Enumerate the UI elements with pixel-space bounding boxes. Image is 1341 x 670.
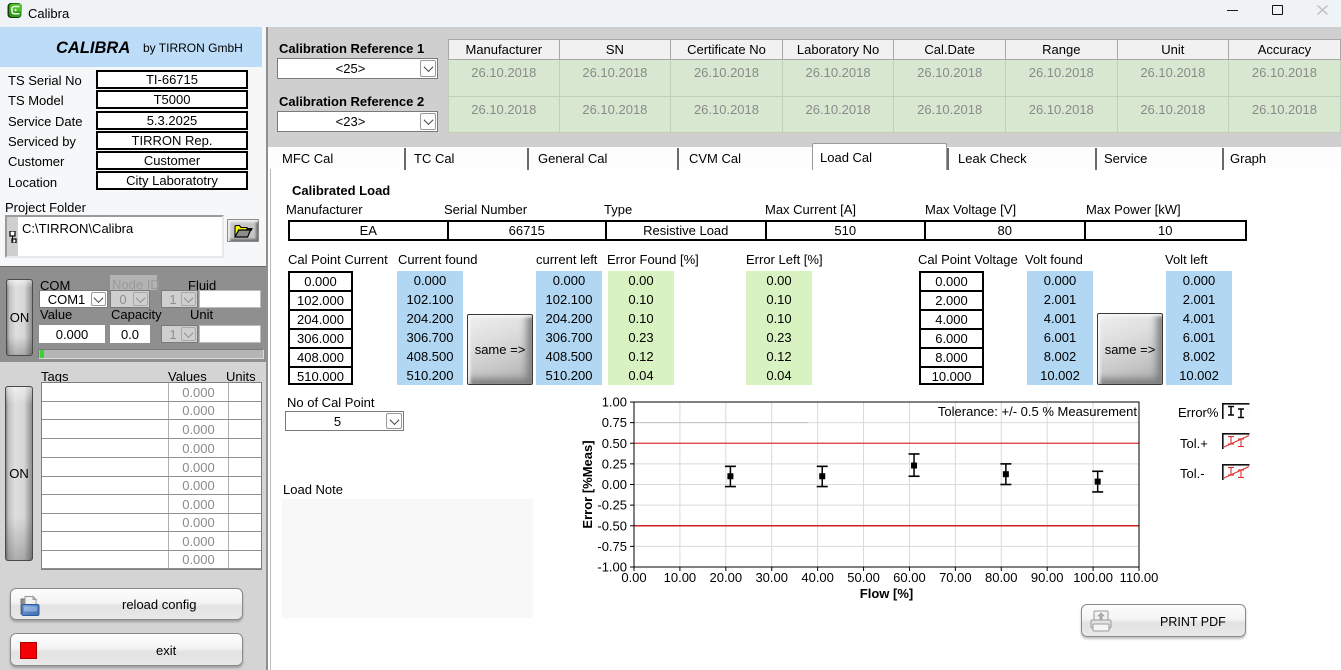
svg-text:0.00: 0.00 [602, 477, 627, 492]
svg-text:40.00: 40.00 [801, 570, 834, 585]
svg-text:Tolerance: +/- 0.5 % Measureme: Tolerance: +/- 0.5 % Measurement [938, 404, 1137, 419]
svg-text:20.00: 20.00 [710, 570, 743, 585]
svg-text:Error [%Meas]: Error [%Meas] [580, 440, 595, 528]
svg-text:-0.25: -0.25 [597, 498, 627, 513]
svg-text:-1.00: -1.00 [597, 560, 627, 575]
svg-text:-0.75: -0.75 [597, 539, 627, 554]
svg-text:110.00: 110.00 [1120, 570, 1159, 585]
svg-text:0.00: 0.00 [621, 570, 646, 585]
svg-text:30.00: 30.00 [755, 570, 788, 585]
svg-text:1.00: 1.00 [602, 395, 627, 410]
svg-text:0.75: 0.75 [602, 415, 627, 430]
svg-text:100.00: 100.00 [1073, 570, 1113, 585]
svg-text:0.50: 0.50 [602, 436, 627, 451]
svg-text:80.00: 80.00 [985, 570, 1018, 585]
svg-text:-0.50: -0.50 [597, 518, 627, 533]
svg-text:50.00: 50.00 [847, 570, 880, 585]
svg-text:10.00: 10.00 [664, 570, 697, 585]
svg-text:90.00: 90.00 [1031, 570, 1064, 585]
svg-text:60.00: 60.00 [893, 570, 926, 585]
svg-text:Flow [%]: Flow [%] [860, 586, 913, 601]
svg-text:0.25: 0.25 [602, 456, 627, 471]
svg-text:70.00: 70.00 [939, 570, 972, 585]
